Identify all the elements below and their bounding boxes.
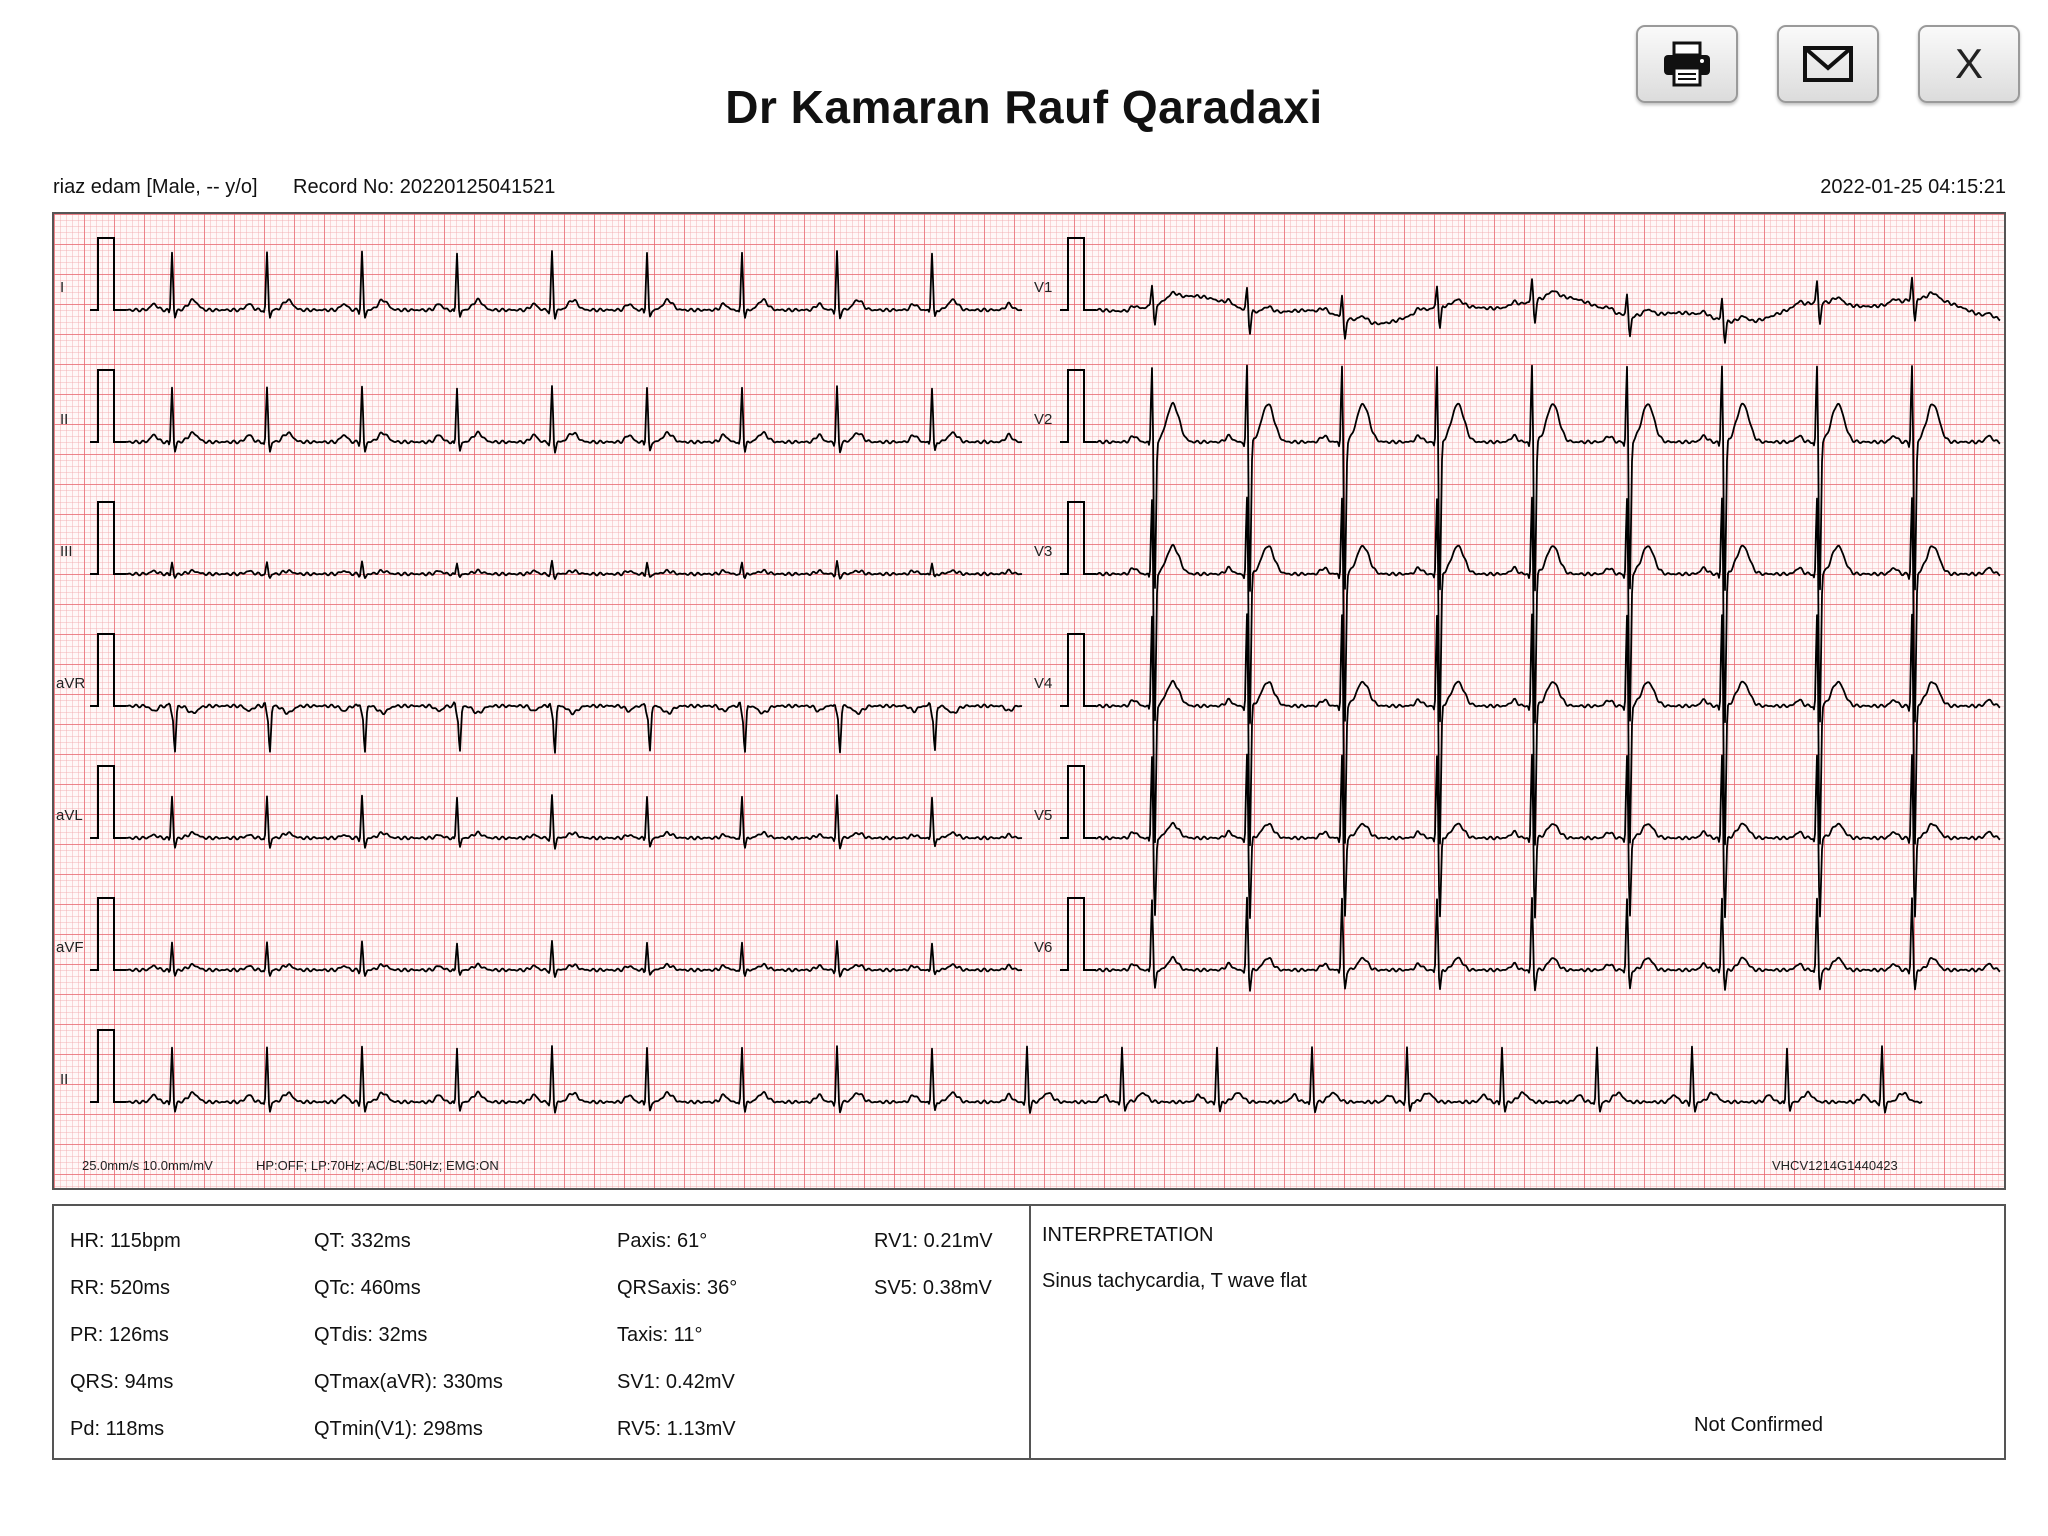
lead-label-v2: V2 [1034,411,1053,428]
lead-avf-waveform [125,940,1023,978]
measure-pd: Pd: 118ms [70,1418,165,1440]
lead-avf-trace [90,897,1023,978]
close-icon: X [1954,40,1983,87]
lead-label-avl: aVL [56,807,83,824]
record-datetime: 2022-01-25 04:15:21 [1820,176,2006,198]
measure-hr: HR: 115bpm [70,1230,181,1252]
page-title: Dr Kamaran Rauf Qaradaxi [725,81,1323,133]
lead-v6-calibration-pulse [1060,897,1096,971]
lead-avr-waveform [125,701,1023,754]
lead-v3-calibration-pulse [1060,501,1096,575]
lead-label-avr: aVR [56,675,86,692]
measure-qtc: QTc: 460ms [314,1277,421,1299]
lead-avl-calibration-pulse [90,765,126,839]
ecg-filter-settings: HP:OFF; LP:70Hz; AC/BL:50Hz; EMG:ON [256,1158,499,1173]
measure-qtmin: QTmin(V1): 298ms [314,1418,483,1440]
interpretation-title: INTERPRETATION [1042,1224,1214,1246]
measure-qtdis: QTdis: 32ms [314,1324,428,1346]
lead-label-v3: V3 [1034,543,1053,560]
lead-v5-waveform [1095,753,2001,919]
lead-v4-waveform [1095,613,2001,847]
lead-label-v5: V5 [1034,807,1053,824]
ecg-speed-gain: 25.0mm/s 10.0mm/mV [82,1158,213,1173]
email-button[interactable] [1777,25,1879,103]
lead-i-calibration-pulse [90,237,126,311]
measure-rv5: RV5: 1.13mV [617,1418,736,1440]
lead-v6-trace [1060,896,2001,992]
record-number: Record No: 20220125041521 [293,176,556,198]
lead-avr-trace [90,633,1023,754]
lead-ii-trace [90,369,1023,454]
device-id: VHCV1214G1440423 [1772,1158,1898,1173]
lead-label-v1: V1 [1034,279,1053,296]
interpretation-text: Sinus tachycardia, T wave flat [1042,1270,1307,1292]
confirmation-status: Not Confirmed [1694,1414,1823,1436]
envelope-icon [1803,46,1853,82]
measure-paxis: Paxis: 61° [617,1230,708,1252]
measure-taxis: Taxis: 11° [617,1324,703,1346]
lead-ii-rhythm-calibration-pulse [90,1029,126,1103]
measure-sv1: SV1: 0.42mV [617,1371,735,1393]
lead-v5-trace [1060,753,2001,919]
measure-sv5: SV5: 0.38mV [874,1277,992,1299]
ecg-grid: I II III aVR aVL aVF V1 V2 V3 V4 V5 V6 I… [52,212,2006,1190]
lead-v1-trace [1060,237,2001,344]
lead-avl-trace [90,765,1023,850]
measure-qrs: QRS: 94ms [70,1371,174,1393]
lead-v2-trace [1060,364,2001,592]
lead-label-avf: aVF [56,939,84,956]
lead-ii-rhythm-trace [90,1029,1923,1114]
measure-rr: RR: 520ms [70,1277,171,1299]
lead-v4-calibration-pulse [1060,633,1096,707]
lead-v1-calibration-pulse [1060,237,1096,311]
lead-v6-waveform [1095,896,2001,992]
lead-avf-calibration-pulse [90,897,126,971]
lead-ii-waveform [125,385,1023,454]
printer-icon [1664,41,1710,87]
lead-ii-calibration-pulse [90,369,126,443]
lead-v3-trace [1060,496,2001,724]
lead-label-rhythm: II [60,1071,69,1088]
lead-v5-calibration-pulse [1060,765,1096,839]
measurements-panel: HR: 115bpm RR: 520ms PR: 126ms QRS: 94ms… [52,1204,2006,1460]
lead-label-i: I [60,279,65,296]
measure-qrsaxis: QRSaxis: 36° [617,1277,738,1299]
lead-iii-trace [90,501,1023,580]
lead-label-v4: V4 [1034,675,1053,692]
lead-i-trace [90,237,1023,320]
print-button[interactable] [1636,25,1738,103]
lead-v2-waveform [1095,364,2001,592]
lead-v3-waveform [1095,496,2001,724]
close-button[interactable]: X [1918,25,2020,103]
lead-ii-rhythm-waveform [125,1045,1923,1114]
lead-label-iii: III [60,543,73,560]
lead-v4-trace [1060,613,2001,847]
measure-qt: QT: 332ms [314,1230,411,1252]
lead-i-waveform [125,250,1023,320]
measure-pr: PR: 126ms [70,1324,169,1346]
lead-avr-calibration-pulse [90,633,126,707]
measure-rv1: RV1: 0.21mV [874,1230,993,1252]
lead-label-ii: II [60,411,69,428]
panel-divider [1029,1206,1031,1458]
lead-v1-waveform [1095,276,2001,344]
lead-v2-calibration-pulse [1060,369,1096,443]
patient-info: riaz edam [Male, -- y/o] [53,176,258,198]
lead-label-v6: V6 [1034,939,1053,956]
measure-qtmax: QTmax(aVR): 330ms [314,1371,503,1393]
lead-iii-waveform [125,559,1023,580]
lead-iii-calibration-pulse [90,501,126,575]
ecg-traces [90,237,2001,1114]
lead-avl-waveform [125,794,1023,850]
